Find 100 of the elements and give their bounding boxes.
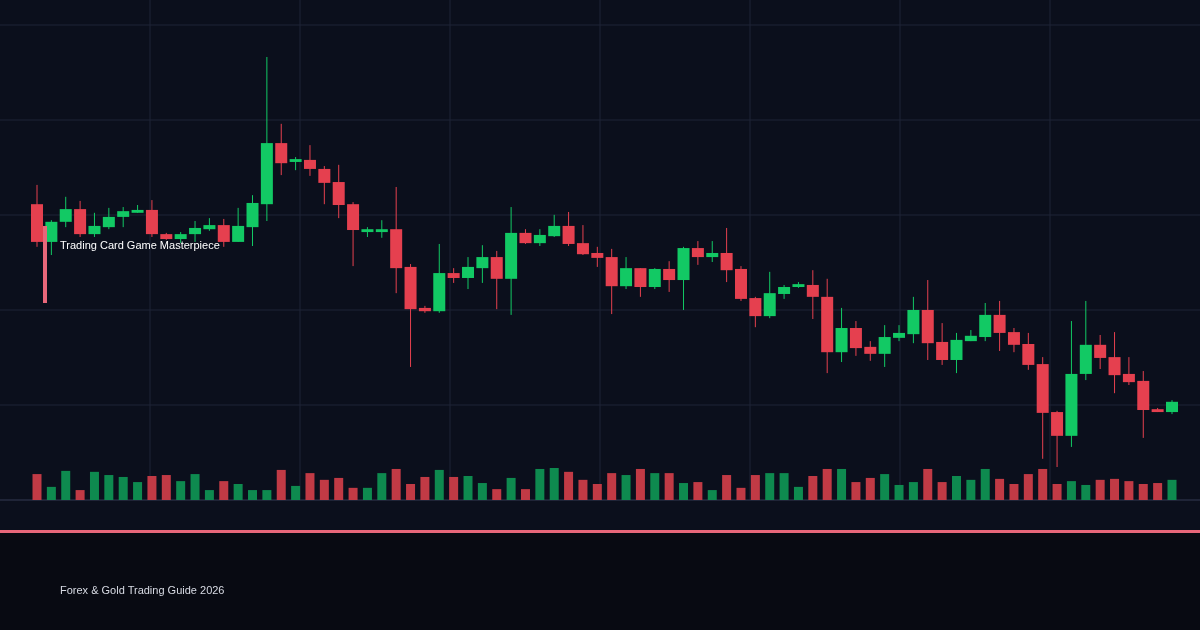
candlestick — [102, 207, 115, 230]
bar — [506, 477, 516, 500]
bar — [564, 471, 574, 500]
bar — [822, 468, 832, 500]
bar — [391, 468, 401, 500]
bar — [765, 473, 775, 500]
bar — [161, 475, 171, 500]
candlestick — [864, 340, 877, 362]
bar — [592, 484, 602, 500]
bar — [1110, 478, 1120, 500]
bar — [1153, 483, 1163, 500]
candlestick — [979, 302, 992, 342]
bar — [1095, 479, 1105, 500]
candlestick — [548, 214, 561, 238]
bar — [377, 473, 387, 500]
bar — [1052, 484, 1062, 500]
bar — [291, 485, 301, 500]
bar — [707, 490, 717, 500]
candlestick — [1094, 334, 1107, 370]
bar — [880, 474, 890, 500]
bar — [46, 486, 56, 500]
candlestick — [634, 267, 647, 298]
bar — [334, 477, 344, 500]
bar — [61, 470, 71, 500]
candlestick — [462, 256, 475, 290]
candlestick — [576, 224, 589, 256]
candlestick — [663, 260, 676, 293]
bar — [995, 478, 1005, 500]
bar — [1038, 468, 1048, 500]
bar — [851, 482, 861, 500]
candlestick — [1022, 332, 1035, 371]
bar — [233, 484, 243, 500]
bar — [463, 476, 473, 500]
bar — [520, 489, 530, 500]
bar — [190, 474, 200, 500]
bar — [650, 473, 660, 500]
candlestick — [950, 332, 963, 374]
bar — [133, 482, 143, 500]
candlestick — [189, 220, 202, 243]
bar — [89, 471, 99, 500]
candlestick — [806, 269, 819, 320]
bar — [535, 468, 545, 500]
bar — [176, 481, 186, 500]
bar — [607, 473, 617, 500]
candlestick — [591, 246, 604, 268]
bar — [578, 479, 588, 500]
candlestick — [1007, 327, 1020, 353]
bar — [1009, 484, 1019, 500]
bar — [1081, 484, 1091, 500]
bar — [1066, 481, 1076, 500]
bar — [477, 483, 487, 500]
bar — [908, 482, 918, 500]
bar — [722, 475, 732, 500]
candlestick — [878, 324, 891, 368]
candlestick — [620, 256, 633, 290]
bar — [1138, 484, 1148, 500]
bar — [1124, 481, 1134, 500]
bar — [1167, 479, 1177, 500]
bar — [793, 486, 803, 500]
candlestick — [303, 144, 316, 177]
bar — [449, 476, 459, 500]
candlestick — [964, 329, 977, 342]
candlestick — [418, 305, 431, 314]
candlestick — [778, 284, 791, 300]
bar — [736, 487, 746, 500]
bar — [75, 490, 85, 500]
candlestick — [706, 240, 719, 263]
bar — [865, 477, 875, 500]
bar — [305, 473, 315, 500]
candlestick — [893, 324, 906, 342]
bar — [679, 483, 689, 500]
candlestick — [232, 207, 245, 243]
candlestick — [849, 320, 862, 357]
candlestick — [720, 227, 733, 283]
candlestick — [1108, 331, 1121, 394]
bar — [750, 475, 760, 500]
bar — [1023, 474, 1033, 500]
candlestick — [1122, 356, 1135, 386]
bar — [118, 476, 128, 500]
bar — [693, 482, 703, 500]
bar — [808, 476, 818, 500]
bar — [779, 473, 789, 500]
candlestick — [275, 123, 288, 176]
candlestick — [117, 206, 130, 228]
bar — [664, 473, 674, 500]
bar — [276, 469, 286, 500]
bar — [420, 476, 430, 500]
bar — [434, 469, 444, 500]
candlestick — [936, 322, 949, 366]
bar — [621, 475, 631, 500]
candlestick — [691, 240, 704, 266]
bar — [837, 468, 847, 500]
text: Trading Card Game Masterpiece — [60, 239, 220, 251]
bar — [635, 468, 645, 500]
bar — [204, 490, 214, 500]
text: Forex & Gold Trading Guide 2026 — [60, 584, 225, 596]
bar — [219, 481, 229, 500]
bar — [951, 476, 961, 500]
candlestick — [318, 165, 331, 205]
candlestick — [763, 271, 776, 319]
